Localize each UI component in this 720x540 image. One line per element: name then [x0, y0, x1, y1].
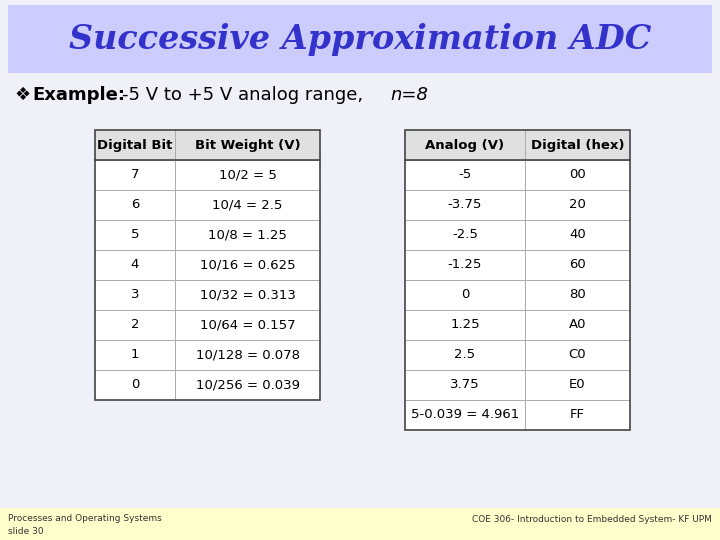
- Text: 10/2 = 5: 10/2 = 5: [219, 168, 276, 181]
- Text: COE 306- Introduction to Embedded System- KF UPM: COE 306- Introduction to Embedded System…: [472, 515, 712, 523]
- Text: Bit Weight (V): Bit Weight (V): [194, 138, 300, 152]
- Text: 3: 3: [131, 288, 139, 301]
- Bar: [405, 130, 630, 160]
- Text: 2: 2: [131, 319, 139, 332]
- Text: 3.75: 3.75: [450, 379, 480, 392]
- Bar: [95, 130, 320, 160]
- Text: 10/32 = 0.313: 10/32 = 0.313: [199, 288, 295, 301]
- Text: 20: 20: [569, 199, 586, 212]
- Text: 7: 7: [131, 168, 139, 181]
- Text: A0: A0: [569, 319, 586, 332]
- Bar: [405, 130, 630, 430]
- Text: 10/256 = 0.039: 10/256 = 0.039: [196, 379, 300, 392]
- Bar: [0, 508, 720, 540]
- Text: -3.75: -3.75: [448, 199, 482, 212]
- Text: -5 V to +5 V analog range,: -5 V to +5 V analog range,: [122, 86, 369, 104]
- Text: 6: 6: [131, 199, 139, 212]
- Text: 5-0.039 = 4.961: 5-0.039 = 4.961: [411, 408, 519, 422]
- Text: 0: 0: [461, 288, 469, 301]
- Text: 5: 5: [131, 228, 139, 241]
- Text: -5: -5: [459, 168, 472, 181]
- Text: 60: 60: [569, 259, 586, 272]
- Text: 10/128 = 0.078: 10/128 = 0.078: [196, 348, 300, 361]
- Text: C0: C0: [569, 348, 586, 361]
- Text: FF: FF: [570, 408, 585, 422]
- Text: 10/64 = 0.157: 10/64 = 0.157: [199, 319, 295, 332]
- Text: 1.25: 1.25: [450, 319, 480, 332]
- Text: Digital Bit: Digital Bit: [97, 138, 173, 152]
- Text: 10/8 = 1.25: 10/8 = 1.25: [208, 228, 287, 241]
- Text: 40: 40: [569, 228, 586, 241]
- Bar: [95, 130, 320, 400]
- Text: Analog (V): Analog (V): [426, 138, 505, 152]
- Bar: [8, 5, 712, 73]
- Text: E0: E0: [570, 379, 586, 392]
- Text: 0: 0: [131, 379, 139, 392]
- Text: 2.5: 2.5: [454, 348, 476, 361]
- Text: 4: 4: [131, 259, 139, 272]
- Text: 80: 80: [569, 288, 586, 301]
- Bar: [95, 130, 320, 400]
- Text: -1.25: -1.25: [448, 259, 482, 272]
- Text: 10/4 = 2.5: 10/4 = 2.5: [212, 199, 283, 212]
- Text: n=8: n=8: [390, 86, 428, 104]
- Bar: [405, 130, 630, 430]
- Text: 1: 1: [131, 348, 139, 361]
- Text: 00: 00: [569, 168, 586, 181]
- Text: Example:: Example:: [32, 86, 125, 104]
- Text: Processes and Operating Systems
slide 30: Processes and Operating Systems slide 30: [8, 514, 162, 536]
- Text: 10/16 = 0.625: 10/16 = 0.625: [199, 259, 295, 272]
- Text: Successive Approximation ADC: Successive Approximation ADC: [69, 23, 651, 56]
- Text: ❖: ❖: [15, 86, 31, 104]
- Text: Digital (hex): Digital (hex): [531, 138, 624, 152]
- Text: -2.5: -2.5: [452, 228, 478, 241]
